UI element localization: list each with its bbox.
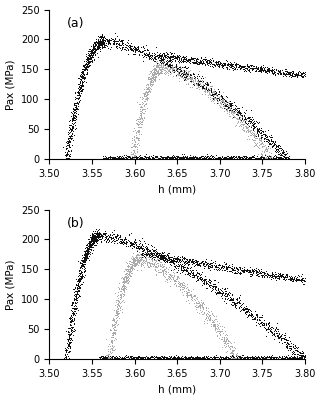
X-axis label: h (mm): h (mm) [158,184,196,194]
Text: (a): (a) [67,17,85,30]
Y-axis label: Pax (MPa): Pax (MPa) [5,59,15,110]
Text: (b): (b) [67,217,85,230]
Y-axis label: Pax (MPa): Pax (MPa) [5,259,15,310]
X-axis label: h (mm): h (mm) [158,384,196,394]
